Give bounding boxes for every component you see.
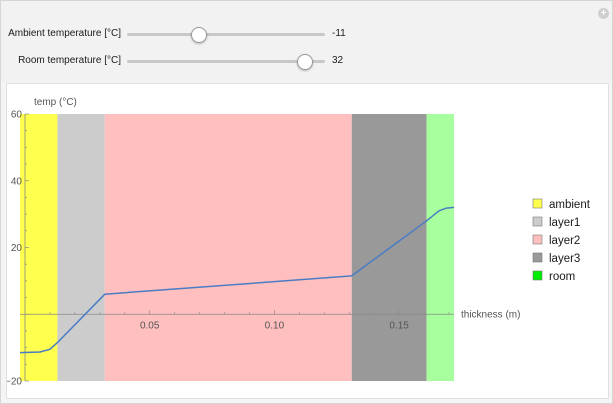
legend-swatch-layer2 [532, 234, 543, 245]
temperature-profile-line [19, 206, 455, 354]
temperature-chart: 0.05 0.10 0.15 60 40 20 −20 thickness (m) temp (… [5, 97, 591, 388]
legend-swatch-ambient [532, 198, 543, 209]
ambient-temperature-slider-thumb[interactable] [190, 27, 207, 43]
legend-label-layer2: layer2 [549, 235, 580, 247]
room-temperature-slider[interactable] [127, 60, 325, 63]
region-room [426, 114, 454, 381]
legend-swatch-layer1 [532, 216, 543, 227]
legend-swatch-layer3 [532, 252, 543, 263]
y-tick-label: 20 [11, 243, 23, 254]
y-tick-label: −20 [7, 377, 22, 388]
ambient-temperature-slider[interactable] [127, 33, 325, 36]
plus-circle-icon[interactable]: + [598, 8, 609, 19]
legend-label-layer3: layer3 [549, 253, 580, 265]
legend-swatch-room [532, 270, 543, 281]
x-tick-label: 0.10 [265, 320, 285, 331]
legend-label-room: room [549, 271, 575, 283]
region-layer2 [104, 114, 352, 381]
plot-area: 0.05 0.10 0.15 60 40 20 −20 thickness (m) temp (… [5, 83, 609, 399]
legend-label-ambient: ambient [549, 199, 591, 211]
x-tick-label: 0.15 [389, 320, 409, 331]
y-tick-label: 60 [11, 110, 23, 121]
x-axis-label: thickness (m) [461, 309, 520, 320]
y-tick-label: 40 [11, 176, 23, 187]
region-layer1 [57, 114, 105, 381]
controls-area: Ambient temperature [°C] -11 Room temper… [1, 1, 612, 83]
ambient-temperature-label: Ambient temperature [°C] [8, 28, 121, 39]
legend-label-layer1: layer1 [549, 217, 580, 229]
ambient-temperature-value: -11 [332, 28, 346, 39]
room-temperature-slider-thumb[interactable] [297, 54, 314, 70]
x-tick-label: 0.05 [140, 320, 160, 331]
y-axis-label: temp (°C) [34, 97, 77, 108]
room-temperature-value: 32 [332, 55, 344, 66]
room-temperature-label: Room temperature [°C] [18, 55, 121, 66]
